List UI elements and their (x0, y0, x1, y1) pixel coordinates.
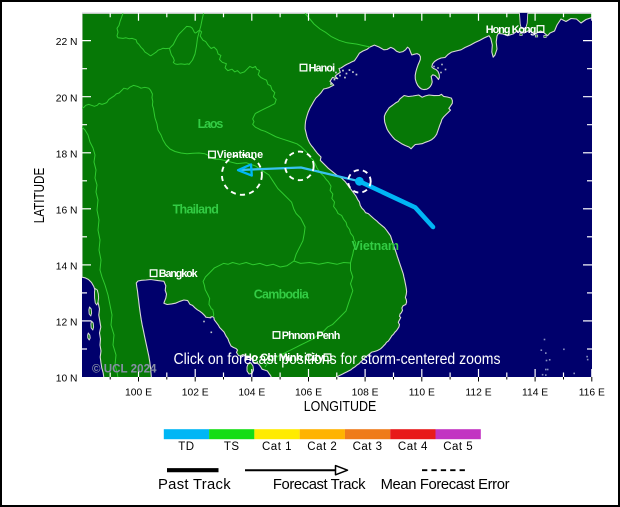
svg-text:Click on forecast positions fo: Click on forecast positions for storm-ce… (174, 351, 501, 368)
svg-text:14 N: 14 N (56, 262, 78, 273)
svg-text:16 N: 16 N (56, 205, 78, 216)
svg-text:Cambodia: Cambodia (254, 287, 310, 301)
svg-text:Vientiane: Vientiane (217, 149, 264, 161)
svg-text:Hong Kong: Hong Kong (486, 24, 537, 36)
svg-text:106 E: 106 E (295, 388, 322, 399)
svg-text:Past Track: Past Track (158, 477, 231, 493)
svg-text:102 E: 102 E (182, 388, 209, 399)
svg-text:Vietnam: Vietnam (352, 239, 399, 253)
svg-text:Hanoi: Hanoi (309, 62, 336, 74)
svg-text:22 N: 22 N (56, 37, 78, 48)
svg-text:Cat 5: Cat 5 (443, 441, 473, 453)
svg-text:18 N: 18 N (56, 149, 78, 160)
svg-text:20 N: 20 N (56, 93, 78, 104)
svg-text:Phnom Penh: Phnom Penh (282, 330, 341, 342)
svg-text:Mean Forecast Error: Mean Forecast Error (381, 477, 510, 493)
svg-text:Ho Chi Minh City: Ho Chi Minh City (244, 352, 324, 364)
svg-text:TD: TD (178, 441, 194, 453)
svg-text:Forecast Track: Forecast Track (273, 477, 366, 493)
svg-text:Cat 4: Cat 4 (398, 441, 428, 453)
svg-text:114 E: 114 E (522, 388, 548, 399)
svg-text:TS: TS (224, 441, 240, 453)
svg-text:104 E: 104 E (238, 388, 265, 399)
svg-text:116 E: 116 E (579, 388, 605, 399)
svg-text:Bangkok: Bangkok (159, 268, 199, 280)
svg-text:112 E: 112 E (465, 388, 491, 399)
svg-text:Cat 2: Cat 2 (307, 441, 337, 453)
svg-text:LATITUDE: LATITUDE (31, 168, 48, 224)
svg-text:© UCL 2024: © UCL 2024 (92, 363, 157, 375)
svg-text:110 E: 110 E (409, 388, 435, 399)
svg-text:Cat 3: Cat 3 (353, 441, 383, 453)
svg-text:10 N: 10 N (56, 374, 78, 385)
svg-text:LONGITUDE: LONGITUDE (304, 398, 377, 415)
svg-text:108 E: 108 E (352, 388, 379, 399)
svg-text:12 N: 12 N (56, 318, 78, 329)
svg-text:Laos: Laos (198, 117, 224, 131)
svg-text:Cat 1: Cat 1 (262, 441, 292, 453)
svg-text:100 E: 100 E (125, 388, 152, 399)
svg-text:Thailand: Thailand (173, 203, 219, 217)
